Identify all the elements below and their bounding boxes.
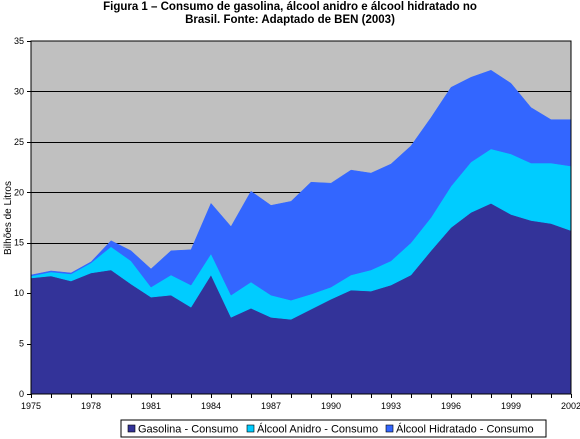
- x-tick-label-1987: 1987: [261, 401, 281, 411]
- y-tick-label-35: 35: [14, 36, 24, 46]
- x-tick-label-1981: 1981: [141, 401, 161, 411]
- x-tick-label-1978: 1978: [81, 401, 101, 411]
- x-tick-label-1999: 1999: [501, 401, 521, 411]
- legend-swatch-alcool-anidro: [246, 424, 255, 433]
- legend-swatch-gasolina: [127, 424, 136, 433]
- legend: Gasolina - Consumo Álcool Anidro - Consu…: [120, 419, 547, 438]
- legend-label-gasolina: Gasolina - Consumo: [138, 424, 238, 436]
- y-tick-label-30: 30: [14, 86, 24, 96]
- y-tick-label-10: 10: [14, 288, 24, 298]
- legend-label-alcool-anidro: Álcool Anidro - Consumo: [257, 423, 378, 436]
- y-tick-label-5: 5: [19, 339, 24, 349]
- plot-area-border: [30, 40, 572, 395]
- y-tick-label-0: 0: [19, 389, 24, 399]
- y-tick-label-25: 25: [14, 137, 24, 147]
- x-tick-label-1990: 1990: [321, 401, 341, 411]
- y-axis-label: Bilhões de Litros: [3, 181, 14, 255]
- legend-box: [120, 419, 547, 438]
- legend-swatch-alcool-hidratado: [385, 424, 394, 433]
- legend-label-alcool-hidratado: Álcool Hidratado - Consumo: [396, 423, 534, 436]
- x-tick-label-1975: 1975: [21, 401, 41, 411]
- x-tick-label-1984: 1984: [201, 401, 221, 411]
- y-tick-label-15: 15: [14, 238, 24, 248]
- x-tick-label-1996: 1996: [441, 401, 461, 411]
- x-axis: 1975 1978 1981 1984 1987 1990 1993 1996 1999 2002: [21, 394, 580, 411]
- y-axis: 0 5 10 15 20 25 30 35: [14, 36, 31, 399]
- chart-title: Figura 1 – Consumo de gasolina, álcool a…: [103, 1, 477, 26]
- x-tick-label-2002: 2002: [561, 401, 580, 411]
- y-tick-label-20: 20: [14, 187, 24, 197]
- x-tick-label-1993: 1993: [381, 401, 401, 411]
